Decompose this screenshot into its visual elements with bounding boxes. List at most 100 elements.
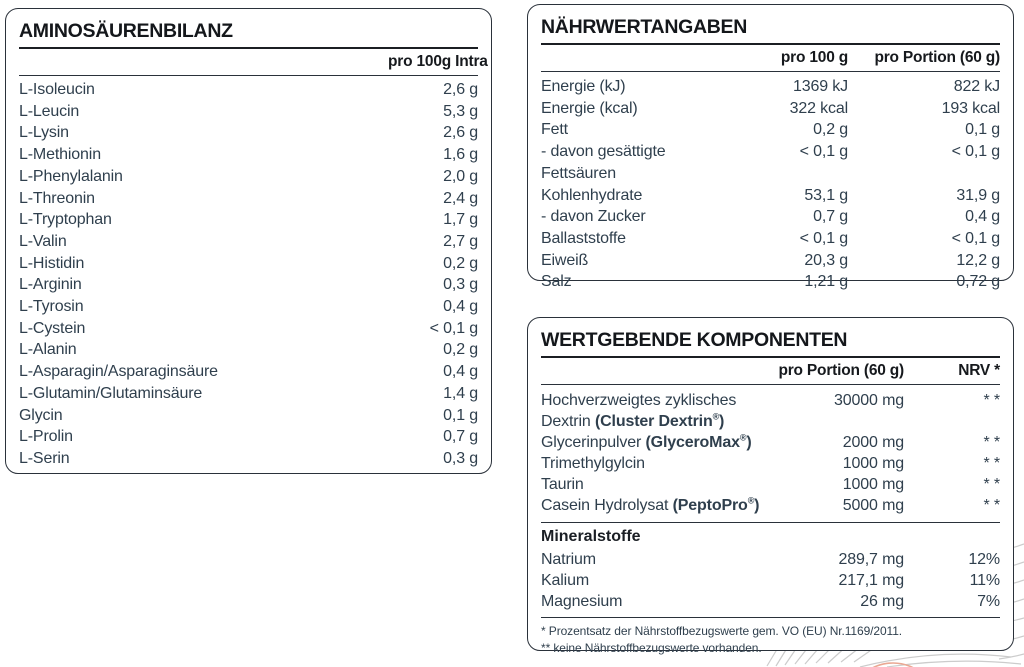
- row-label: Ballaststoffe: [541, 229, 626, 247]
- panel-title: NÄHRWERTANGABEN: [541, 16, 748, 38]
- column-header-nrv: NRV *: [958, 362, 1000, 379]
- row-value: 2,7 g: [443, 232, 478, 250]
- row-value: 30000 mg: [834, 392, 904, 409]
- column-header-row: pro Portion (60 g) NRV *: [541, 358, 1000, 384]
- row-label: Eiweiß: [541, 251, 589, 269]
- row-value: 0,2 g: [443, 254, 478, 272]
- table-row: Energie (kJ) 1369 kJ 822 kJ: [541, 76, 1000, 98]
- row-value-per100: 1,21 g: [804, 273, 848, 291]
- row-label: L-Glutamin/Glutaminsäure: [19, 384, 203, 402]
- row-value: 1,4 g: [443, 384, 478, 402]
- row-value: 0,4 g: [443, 363, 478, 381]
- row-value-per100: < 0,1 g: [799, 229, 848, 247]
- table-row: Glycerinpulver (GlyceroMax®) 2000 mg * *: [541, 433, 1000, 454]
- table-row: L-Phenylalanin 2,0 g: [19, 166, 478, 188]
- row-label-line1: Natrium: [541, 551, 596, 569]
- table-row: L-Glutamin/Glutaminsäure 1,4 g: [19, 383, 478, 405]
- table-row: Trimethylgylcin 1000 mg * *: [541, 454, 1000, 475]
- value-components-panel: WERTGEBENDE KOMPONENTEN pro Portion (60 …: [527, 317, 1014, 655]
- row-value-portion: < 0,1 g: [951, 229, 1000, 247]
- table-row: L-Threonin 2,4 g: [19, 188, 478, 210]
- row-value-portion: 0,1 g: [965, 121, 1000, 139]
- row-value-portion: 0,72 g: [956, 273, 1000, 291]
- table-row: Fett 0,2 g 0,1 g: [541, 119, 1000, 141]
- row-nrv: 11%: [969, 572, 1001, 590]
- column-header-per100: pro 100 g: [780, 49, 848, 66]
- row-value: 1,7 g: [443, 211, 478, 229]
- mineral-rows: Natrium 289,7 mg 12% Kalium 217,1 mg 11%…: [541, 549, 1000, 617]
- row-value: 217,1 mg: [838, 572, 904, 590]
- footnotes: * Prozentsatz der Nährstoffbezugswerte g…: [541, 623, 1000, 656]
- row-value-per100: 1369 kJ: [793, 78, 848, 95]
- row-value-per100: 20,3 g: [804, 251, 848, 269]
- row-label: L-Valin: [19, 232, 67, 250]
- row-label-line1: Trimethylgylcin: [541, 454, 645, 472]
- row-nrv: * *: [983, 433, 1001, 451]
- row-value-per100: 0,7 g: [813, 208, 848, 226]
- row-label: Trimethylgylcin: [541, 454, 772, 475]
- row-value: 2000 mg: [842, 433, 904, 451]
- row-value: 5000 mg: [842, 496, 904, 514]
- row-label: L-Histidin: [19, 254, 85, 272]
- row-value: 2,0 g: [443, 167, 478, 185]
- row-label: Taurin: [541, 475, 772, 496]
- row-label: L-Cystein: [19, 319, 86, 337]
- row-label: Casein Hydrolysat (PeptoPro®): [541, 496, 772, 517]
- row-value: 0,3 g: [443, 276, 478, 294]
- title-divider: [19, 47, 478, 49]
- row-label: Energie (kJ): [541, 78, 626, 95]
- table-row: Kalium 217,1 mg 11%: [541, 571, 1000, 592]
- table-row: L-Histidin 0,2 g: [19, 253, 478, 275]
- row-label: Glycin: [19, 406, 63, 424]
- table-row: L-Methionin 1,6 g: [19, 144, 478, 166]
- row-value: 2,6 g: [443, 81, 478, 98]
- table-row: - davon Zucker 0,7 g 0,4 g: [541, 206, 1000, 228]
- table-row: Magnesium 26 mg 7%: [541, 592, 1000, 613]
- row-value: < 0,1 g: [429, 319, 478, 337]
- column-header-row: pro 100 g pro Portion (60 g): [541, 45, 1000, 71]
- table-row: Salz 1,21 g 0,72 g: [541, 271, 1000, 293]
- row-value: 2,6 g: [443, 124, 478, 142]
- title-divider: [541, 356, 1000, 358]
- row-label: L-Threonin: [19, 189, 95, 207]
- row-value: 0,7 g: [443, 428, 478, 446]
- table-row: Eiweiß 20,3 g 12,2 g: [541, 250, 1000, 272]
- footnote-no-nrv: ** keine Nährstoffbezugswerte vorhanden.: [541, 640, 762, 655]
- row-value-per100: < 0,1 g: [799, 143, 848, 161]
- row-value-portion: 12,2 g: [956, 251, 1000, 269]
- row-label: L-Asparagin/Asparaginsäure: [19, 363, 218, 381]
- row-value: 1000 mg: [842, 454, 904, 472]
- row-value-per100: 322 kcal: [789, 99, 849, 117]
- column-header-portion: pro Portion (60 g): [778, 362, 904, 379]
- table-row: Natrium 289,7 mg 12%: [541, 550, 1000, 571]
- header-divider: [19, 75, 478, 76]
- table-row: L-Tyrosin 0,4 g: [19, 296, 478, 318]
- nutrition-rows: Energie (kJ) 1369 kJ 822 kJ Energie (kca…: [541, 72, 1000, 293]
- row-value: 0,2 g: [443, 341, 478, 359]
- minerals-subheader: Mineralstoffe: [541, 528, 641, 546]
- title-divider: [541, 43, 1000, 45]
- column-header-row: pro 100g Intra: [19, 49, 488, 75]
- table-row: L-Prolin 0,7 g: [19, 426, 478, 448]
- section-divider: [541, 522, 1000, 524]
- row-label: Energie (kcal): [541, 99, 638, 117]
- amino-acid-balance-panel: AMINOSÄURENBILANZ pro 100g Intra L-Isole…: [5, 8, 492, 474]
- row-label: L-Alanin: [19, 341, 77, 359]
- table-row: Kohlenhydrate 53,1 g 31,9 g: [541, 185, 1000, 207]
- row-value-portion: < 0,1 g: [951, 143, 1000, 161]
- table-row: L-Arginin 0,3 g: [19, 274, 478, 296]
- panel-title: AMINOSÄURENBILANZ: [19, 20, 233, 42]
- table-row: L-Lysin 2,6 g: [19, 122, 478, 144]
- row-nrv: * *: [983, 392, 1001, 409]
- row-value-per100: 53,1 g: [804, 186, 848, 204]
- row-label: - davon Zucker: [541, 208, 646, 226]
- table-row: Taurin 1000 mg * *: [541, 475, 1000, 496]
- row-label-line2: Dextrin (Cluster Dextrin®): [541, 411, 725, 430]
- row-value-portion: 31,9 g: [956, 186, 1000, 204]
- row-label: Salz: [541, 273, 572, 291]
- row-label: Natrium: [541, 550, 772, 571]
- column-header: pro 100g Intra: [388, 53, 488, 70]
- row-label-line1: Hochverzweigtes zyklisches: [541, 392, 737, 409]
- row-value: 2,4 g: [443, 189, 478, 207]
